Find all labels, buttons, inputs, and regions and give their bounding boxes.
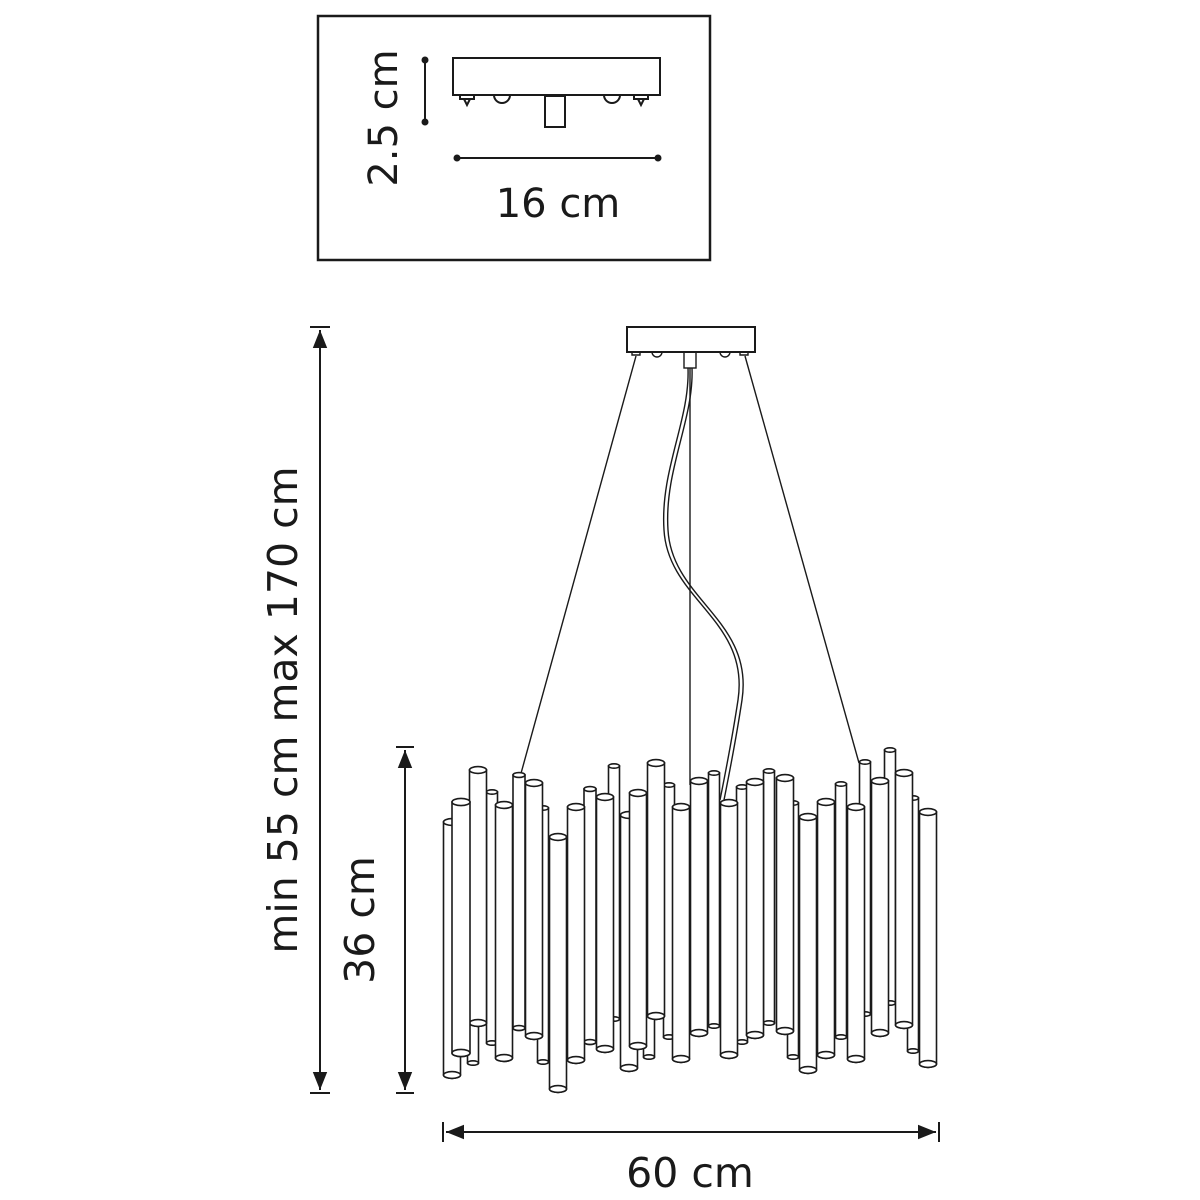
tube bbox=[494, 800, 514, 1063]
tube bbox=[846, 802, 866, 1064]
tube bbox=[646, 758, 666, 1021]
tube bbox=[719, 798, 739, 1060]
tube bbox=[566, 802, 586, 1065]
inset-frame bbox=[316, 14, 712, 262]
canopy-width-label: 16 cm bbox=[496, 181, 621, 227]
suspension-wires bbox=[519, 355, 860, 785]
tube bbox=[689, 776, 709, 1038]
tube bbox=[595, 792, 615, 1054]
diameter-label: 60 cm bbox=[626, 1149, 754, 1197]
tube-cluster bbox=[442, 746, 938, 1094]
tube bbox=[816, 797, 836, 1060]
body-height-dimension: 36 cm bbox=[336, 746, 414, 1094]
canopy-screws bbox=[459, 94, 649, 108]
tube bbox=[798, 812, 818, 1075]
tube bbox=[583, 785, 597, 1046]
tube bbox=[524, 778, 544, 1041]
tube bbox=[468, 765, 488, 1028]
tube bbox=[707, 769, 721, 1029]
tube bbox=[628, 788, 648, 1051]
body-height-label: 36 cm bbox=[336, 856, 384, 984]
tube bbox=[512, 771, 526, 1032]
tube bbox=[762, 767, 776, 1026]
canopy-connector bbox=[544, 95, 566, 128]
tube bbox=[671, 802, 691, 1064]
tube bbox=[775, 773, 795, 1036]
tube bbox=[451, 797, 471, 1058]
diameter-dimension: 60 cm bbox=[442, 1122, 940, 1197]
canopy-detail-inset: 2.5 cm 16 cm bbox=[316, 14, 712, 262]
ceiling-canopy bbox=[626, 326, 756, 369]
canopy-height-label: 2.5 cm bbox=[361, 49, 407, 186]
total-height-dimension: min 55 cm max 170 cm bbox=[259, 326, 330, 1094]
tube bbox=[548, 832, 568, 1094]
tube bbox=[745, 777, 765, 1040]
tube bbox=[894, 768, 914, 1030]
tube bbox=[870, 776, 890, 1038]
total-height-label: min 55 cm max 170 cm bbox=[259, 466, 307, 953]
power-cable bbox=[662, 367, 744, 801]
tube bbox=[918, 807, 938, 1069]
tube bbox=[834, 780, 848, 1041]
